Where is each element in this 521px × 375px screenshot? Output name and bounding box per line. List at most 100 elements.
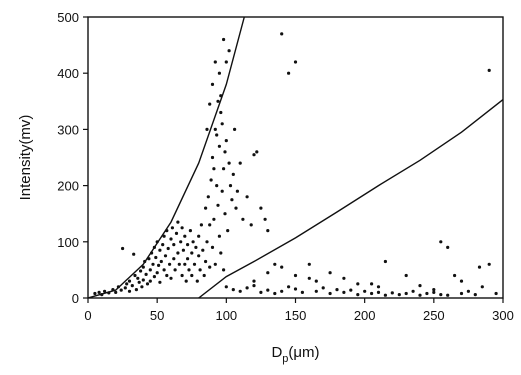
data-point <box>155 271 159 275</box>
x-tick-label: 200 <box>354 308 376 323</box>
data-point <box>459 279 464 283</box>
data-point <box>487 262 491 266</box>
data-point <box>266 229 270 233</box>
data-point <box>213 60 217 64</box>
data-point <box>453 273 457 278</box>
data-point <box>213 127 217 131</box>
data-point <box>183 262 187 266</box>
data-point <box>219 110 223 115</box>
data-point <box>136 276 140 280</box>
data-point <box>252 279 256 283</box>
data-point <box>293 287 298 291</box>
data-point <box>245 195 249 199</box>
data-point <box>169 237 173 241</box>
data-point <box>226 229 230 233</box>
data-point <box>186 257 190 261</box>
data-point <box>222 268 226 272</box>
data-point <box>165 229 169 233</box>
data-point <box>206 195 210 199</box>
data-point <box>169 276 173 280</box>
data-point <box>197 234 201 238</box>
data-point <box>125 282 129 286</box>
data-point <box>363 289 367 293</box>
data-point <box>480 285 484 289</box>
data-point <box>141 265 145 269</box>
data-point <box>183 234 187 238</box>
data-point <box>97 290 101 294</box>
data-point <box>217 144 221 148</box>
data-point <box>157 263 161 267</box>
data-point <box>477 265 482 269</box>
data-point <box>204 259 208 264</box>
data-point <box>280 32 284 36</box>
data-point <box>314 279 318 283</box>
data-point <box>418 284 422 288</box>
data-point <box>321 286 325 290</box>
data-point <box>466 289 470 293</box>
data-point <box>439 293 443 297</box>
data-point <box>170 226 174 230</box>
data-point <box>404 291 408 296</box>
data-point <box>245 286 249 290</box>
data-point <box>235 189 239 193</box>
y-tick-label: 200 <box>57 179 79 194</box>
data-point <box>212 217 216 221</box>
data-point <box>280 289 284 293</box>
plot-border <box>87 16 504 299</box>
data-point <box>174 231 179 235</box>
data-point <box>141 278 145 282</box>
y-tick-label: 100 <box>57 235 79 250</box>
scatter-points <box>93 32 498 297</box>
data-point <box>155 240 159 244</box>
x-axis-label: Dp(μm) <box>271 344 319 365</box>
data-point <box>210 245 215 249</box>
data-point <box>215 133 219 137</box>
data-point <box>93 291 97 296</box>
data-point <box>224 60 228 64</box>
data-point <box>307 276 311 280</box>
data-point <box>224 285 228 289</box>
data-point <box>252 153 256 157</box>
data-point <box>231 288 235 292</box>
x-tick-label: 100 <box>215 308 237 323</box>
data-point <box>140 285 144 289</box>
data-point <box>216 203 220 207</box>
data-point <box>307 262 311 266</box>
data-point <box>217 234 221 238</box>
data-point <box>188 229 192 233</box>
data-point <box>432 290 436 294</box>
data-point <box>205 127 209 131</box>
data-point <box>439 240 443 244</box>
data-point <box>130 284 134 288</box>
data-point <box>473 293 477 297</box>
y-tick-label: 300 <box>57 122 79 137</box>
data-point <box>266 271 270 275</box>
data-point <box>273 291 277 296</box>
data-point <box>390 291 394 295</box>
data-point <box>162 234 166 238</box>
data-point <box>233 127 237 131</box>
data-point <box>219 251 223 255</box>
data-point <box>103 289 107 293</box>
data-point <box>230 198 234 202</box>
data-point <box>227 161 231 165</box>
data-point <box>328 271 332 275</box>
data-point <box>165 273 169 278</box>
x-axis-ticks: 0 50 100 150 200 250 300 <box>84 298 514 323</box>
data-point <box>177 262 181 266</box>
y-axis-ticks: 0 100 200 300 400 500 <box>57 10 88 306</box>
data-point <box>222 37 226 42</box>
data-point <box>425 291 429 296</box>
data-point <box>159 259 163 264</box>
data-point <box>287 71 291 75</box>
data-point <box>342 290 346 294</box>
data-point <box>176 251 180 255</box>
data-point <box>432 288 436 292</box>
data-point <box>376 285 381 289</box>
data-point <box>145 282 150 286</box>
data-point <box>198 268 202 272</box>
data-point <box>238 289 242 293</box>
data-point <box>147 257 151 261</box>
data-point <box>190 273 194 278</box>
y-axis-label: Intensity(mv) <box>17 115 34 201</box>
